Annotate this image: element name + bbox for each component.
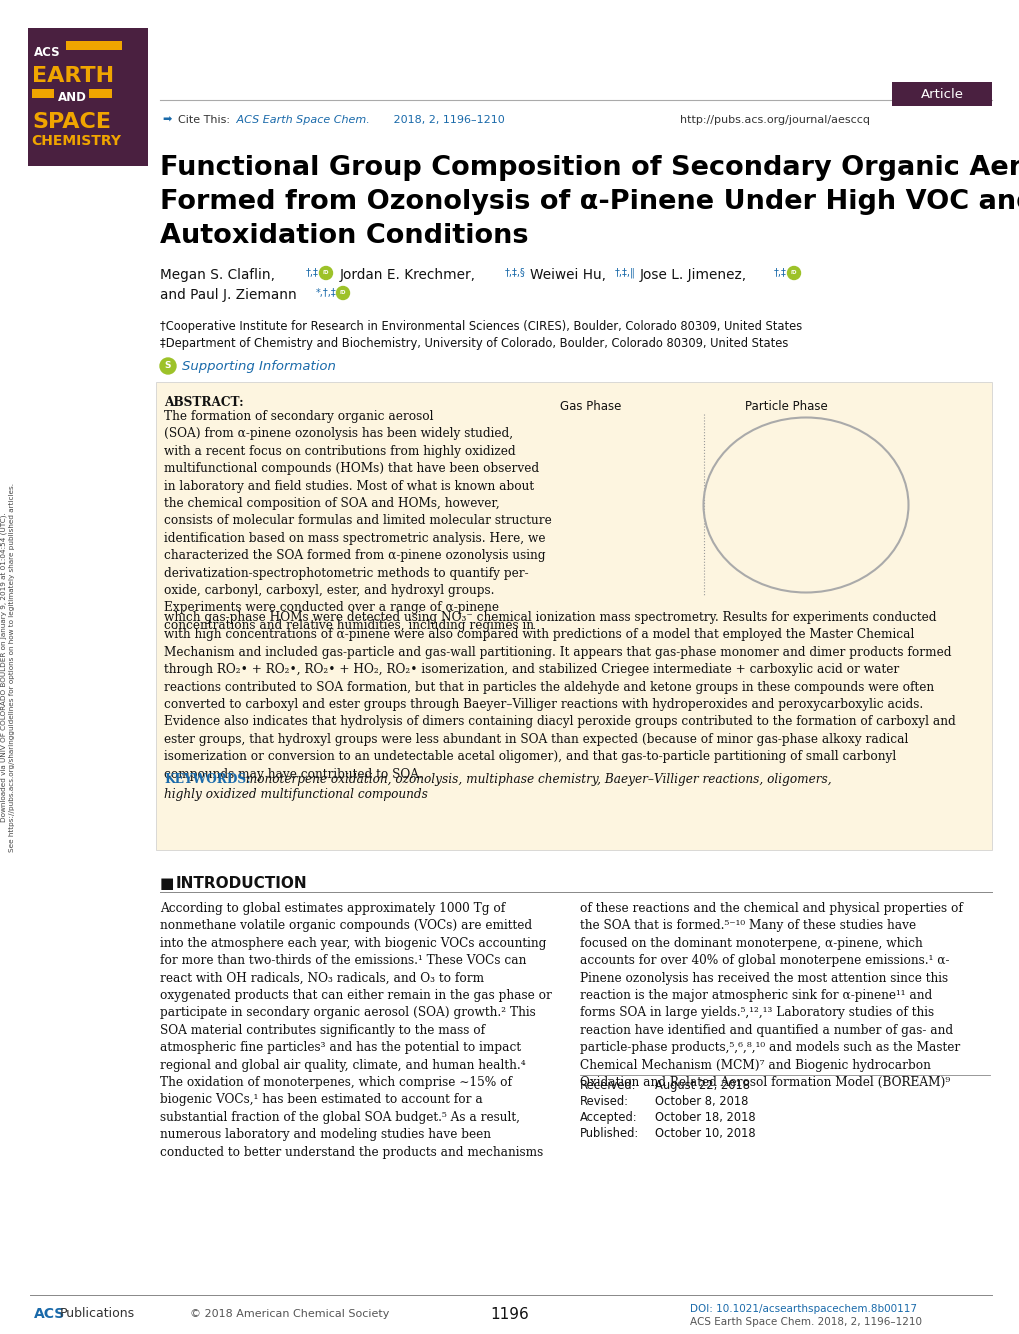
Text: Accepted:: Accepted: xyxy=(580,1111,637,1125)
Text: of these reactions and the chemical and physical properties of
the SOA that is f: of these reactions and the chemical and … xyxy=(580,902,962,1089)
Text: http://pubs.acs.org/journal/aesccq: http://pubs.acs.org/journal/aesccq xyxy=(680,115,869,125)
Text: Cite This:: Cite This: xyxy=(178,115,229,125)
Text: August 22, 2018: August 22, 2018 xyxy=(654,1079,749,1093)
Text: Autoxidation Conditions: Autoxidation Conditions xyxy=(160,223,528,249)
Text: S: S xyxy=(165,362,171,371)
Text: Jose L. Jimenez,: Jose L. Jimenez, xyxy=(639,268,746,281)
Text: SPACE: SPACE xyxy=(32,112,111,132)
Text: Weiwei Hu,: Weiwei Hu, xyxy=(530,268,605,281)
Bar xyxy=(892,81,991,105)
Text: †,‡,§: †,‡,§ xyxy=(504,268,526,277)
Text: †,‡: †,‡ xyxy=(773,268,786,277)
Text: EARTH: EARTH xyxy=(32,65,114,85)
Text: October 18, 2018: October 18, 2018 xyxy=(654,1111,755,1125)
Bar xyxy=(66,41,122,49)
Text: DOI: 10.1021/acsearthspacechem.8b00117: DOI: 10.1021/acsearthspacechem.8b00117 xyxy=(689,1305,916,1314)
Text: ACS Earth Space Chem. 2018, 2, 1196–1210: ACS Earth Space Chem. 2018, 2, 1196–1210 xyxy=(689,1317,921,1327)
Text: iD: iD xyxy=(790,271,797,276)
Text: *,†,‡: *,†,‡ xyxy=(316,288,336,297)
Text: Particle Phase: Particle Phase xyxy=(744,400,826,414)
Circle shape xyxy=(787,267,800,280)
Text: Supporting Information: Supporting Information xyxy=(181,360,335,374)
Text: Megan S. Claflin,: Megan S. Claflin, xyxy=(160,268,275,281)
Text: Downloaded via UNIV OF COLORADO BOULDER on January 9, 2019 at 01:04:54 (UTC).
Se: Downloaded via UNIV OF COLORADO BOULDER … xyxy=(1,483,15,851)
Circle shape xyxy=(319,267,332,280)
Text: ACS Earth Space Chem.: ACS Earth Space Chem. xyxy=(232,115,370,125)
Text: Received:: Received: xyxy=(580,1079,636,1093)
Bar xyxy=(28,28,148,165)
Bar xyxy=(89,89,112,97)
Text: 2018, 2, 1196–1210: 2018, 2, 1196–1210 xyxy=(389,115,504,125)
Text: iD: iD xyxy=(322,271,329,276)
Text: and Paul J. Ziemann: and Paul J. Ziemann xyxy=(160,288,297,301)
Text: KEYWORDS:: KEYWORDS: xyxy=(164,772,251,786)
Text: Formed from Ozonolysis of α-Pinene Under High VOC and: Formed from Ozonolysis of α-Pinene Under… xyxy=(160,189,1019,215)
Text: Publications: Publications xyxy=(60,1307,135,1321)
Text: Jordan E. Krechmer,: Jordan E. Krechmer, xyxy=(339,268,476,281)
Text: †Cooperative Institute for Research in Environmental Sciences (CIRES), Boulder, : †Cooperative Institute for Research in E… xyxy=(160,320,802,334)
Text: Revised:: Revised: xyxy=(580,1095,629,1109)
Text: ACS: ACS xyxy=(34,45,60,59)
Text: Article: Article xyxy=(919,88,963,100)
Text: ACS: ACS xyxy=(34,1307,65,1321)
Circle shape xyxy=(336,287,350,300)
Text: monoterpene oxidation, ozonolysis, multiphase chemistry, Baeyer–Villiger reactio: monoterpene oxidation, ozonolysis, multi… xyxy=(237,772,830,786)
Text: AND: AND xyxy=(58,91,87,104)
Text: ➡: ➡ xyxy=(162,115,171,125)
Text: © 2018 American Chemical Society: © 2018 American Chemical Society xyxy=(190,1309,389,1319)
Text: †,‡: †,‡ xyxy=(306,268,319,277)
Text: INTRODUCTION: INTRODUCTION xyxy=(176,876,308,891)
Text: ABSTRACT:: ABSTRACT: xyxy=(164,396,244,410)
Bar xyxy=(32,89,54,97)
Text: 1196: 1196 xyxy=(490,1307,529,1322)
Circle shape xyxy=(160,358,176,374)
Text: highly oxidized multifunctional compounds: highly oxidized multifunctional compound… xyxy=(164,788,427,800)
Text: Functional Group Composition of Secondary Organic Aerosol: Functional Group Composition of Secondar… xyxy=(160,155,1019,181)
Text: ‡Department of Chemistry and Biochemistry, University of Colorado, Boulder, Colo: ‡Department of Chemistry and Biochemistr… xyxy=(160,338,788,350)
Text: According to global estimates approximately 1000 Tg of
nonmethane volatile organ: According to global estimates approximat… xyxy=(160,902,551,1159)
Text: Gas Phase: Gas Phase xyxy=(559,400,621,414)
Text: CHEMISTRY: CHEMISTRY xyxy=(31,133,121,148)
Text: ■: ■ xyxy=(160,876,174,891)
Text: The formation of secondary organic aerosol
(SOA) from α-pinene ozonolysis has be: The formation of secondary organic aeros… xyxy=(164,410,551,632)
Text: which gas-phase HOMs were detected using NO₃⁻ chemical ionization mass spectrome: which gas-phase HOMs were detected using… xyxy=(164,611,955,780)
Bar xyxy=(156,382,991,850)
Text: October 10, 2018: October 10, 2018 xyxy=(654,1127,755,1141)
Text: Published:: Published: xyxy=(580,1127,639,1141)
Text: †,‡,‖: †,‡,‖ xyxy=(614,268,635,279)
Text: October 8, 2018: October 8, 2018 xyxy=(654,1095,748,1109)
Text: iD: iD xyxy=(339,291,345,296)
